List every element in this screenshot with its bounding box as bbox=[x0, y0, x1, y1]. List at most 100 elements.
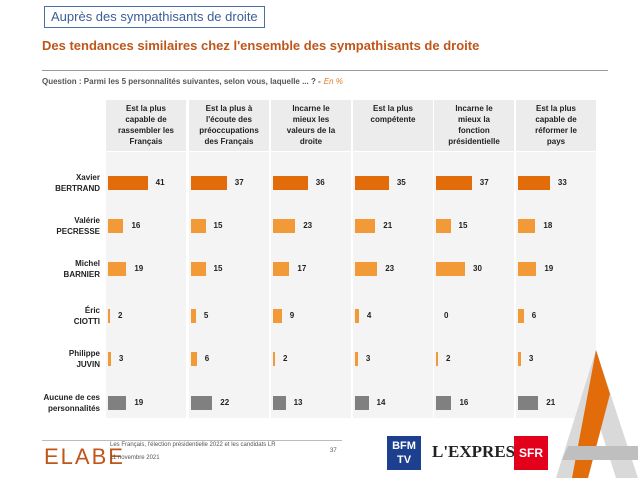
column-header-line: Incarne le bbox=[292, 104, 330, 113]
footer-source: Les Français, l'élection présidentielle … bbox=[110, 442, 276, 448]
data-label: 5 bbox=[203, 311, 209, 320]
data-label: 19 bbox=[134, 398, 144, 407]
data-label: 2 bbox=[283, 354, 288, 363]
data-label: 17 bbox=[297, 264, 307, 273]
data-label: 23 bbox=[303, 221, 313, 230]
data-bar bbox=[108, 309, 110, 323]
data-bar bbox=[518, 309, 524, 323]
data-label: 6 bbox=[531, 311, 537, 320]
column-header-line: capable de bbox=[125, 115, 167, 124]
column-header-line: Est la plus à bbox=[205, 104, 253, 113]
data-label: 37 bbox=[234, 178, 244, 187]
column-header-line: des Français bbox=[204, 137, 254, 146]
row-label: Michel BARNIER bbox=[34, 258, 100, 280]
data-bar bbox=[191, 219, 206, 233]
row-label-line: JUVIN bbox=[76, 360, 100, 369]
footer-date: 11 novembre 2021 bbox=[110, 455, 160, 461]
lexpress-logo: L'EXPRESS bbox=[432, 442, 525, 461]
data-bar bbox=[518, 396, 539, 410]
data-label: 30 bbox=[473, 264, 482, 273]
page-number: 37 bbox=[330, 448, 337, 454]
data-label: 3 bbox=[118, 354, 124, 363]
column-header: Incarne le mieux la fonction présidentielle bbox=[434, 100, 514, 151]
column-header: Est la plus à l'écoute des préoccupations d… bbox=[189, 100, 269, 151]
data-bar bbox=[273, 352, 275, 366]
column-header: Est la plus capable de réformer le pays bbox=[516, 100, 596, 151]
sfr-logo: SFR bbox=[514, 436, 548, 470]
column-header: Est la plus capable de rassembler les Franç… bbox=[106, 100, 186, 151]
data-label: 36 bbox=[315, 178, 325, 187]
row-label-line: Michel bbox=[75, 259, 100, 268]
data-label: 15 bbox=[213, 264, 223, 273]
column-header-line: Est la plus bbox=[535, 104, 576, 113]
data-bar bbox=[355, 352, 358, 366]
data-bar bbox=[273, 219, 296, 233]
data-bar bbox=[436, 352, 438, 366]
column-header: Est la plus compétente bbox=[353, 100, 433, 151]
column-header-line: fonction bbox=[458, 126, 490, 135]
data-bar bbox=[518, 262, 537, 276]
row-label-line: Xavier bbox=[75, 173, 100, 182]
data-label: 35 bbox=[396, 178, 406, 187]
data-bar bbox=[273, 396, 286, 410]
column-header-line: Français bbox=[129, 137, 163, 146]
data-bar bbox=[355, 309, 359, 323]
data-bar bbox=[191, 396, 213, 410]
question-unit: En % bbox=[323, 77, 343, 86]
column-background bbox=[516, 152, 596, 418]
data-label: 15 bbox=[213, 221, 223, 230]
decorative-a-logo bbox=[556, 350, 638, 478]
data-label: 3 bbox=[528, 354, 534, 363]
row-label-line: Philippe bbox=[68, 349, 100, 358]
column-header-line: valeurs de la bbox=[286, 126, 336, 135]
data-bar bbox=[191, 262, 206, 276]
row-label: Valérie PECRESSE bbox=[34, 215, 100, 237]
header-divider bbox=[42, 70, 608, 71]
data-bar bbox=[355, 396, 369, 410]
data-label: 15 bbox=[458, 221, 468, 230]
elabe-logo: ELABE bbox=[44, 444, 125, 469]
data-bar bbox=[273, 309, 282, 323]
column-header-line: l'écoute des bbox=[206, 115, 252, 124]
data-label: 19 bbox=[544, 264, 554, 273]
data-label: 16 bbox=[459, 398, 469, 407]
data-bar bbox=[191, 352, 197, 366]
data-bar bbox=[273, 262, 290, 276]
row-label-line: Aucune de ces bbox=[43, 393, 100, 402]
data-label: 14 bbox=[376, 398, 386, 407]
data-label: 4 bbox=[366, 311, 372, 320]
data-label: 21 bbox=[383, 221, 393, 230]
data-bar bbox=[518, 352, 521, 366]
data-bar bbox=[436, 176, 472, 190]
data-label: 41 bbox=[155, 178, 165, 187]
data-label: 6 bbox=[204, 354, 210, 363]
column-header-line: rassembler les bbox=[117, 126, 175, 135]
data-bar bbox=[191, 309, 196, 323]
column-background bbox=[271, 152, 351, 418]
column-background bbox=[106, 152, 186, 418]
footer-divider bbox=[42, 440, 342, 441]
data-bar bbox=[518, 176, 550, 190]
data-bar bbox=[436, 219, 451, 233]
data-label: 22 bbox=[220, 398, 230, 407]
column-header-line: mieux les bbox=[292, 115, 330, 124]
question-text: Question : Parmi les 5 personnalités sui… bbox=[42, 77, 321, 86]
column-header-line: pays bbox=[546, 137, 566, 146]
row-label-line: Valérie bbox=[74, 216, 100, 225]
data-bar bbox=[355, 219, 376, 233]
row-label: Aucune de ces personnalités bbox=[34, 392, 100, 414]
row-label: Philippe JUVIN bbox=[34, 348, 100, 370]
column-background bbox=[189, 152, 269, 418]
column-header-line: Est la plus bbox=[125, 104, 166, 113]
row-label-line: CIOTTI bbox=[73, 317, 100, 326]
column-header-line: Est la plus bbox=[372, 104, 413, 113]
section-tag: Auprès des sympathisants de droite bbox=[44, 6, 265, 28]
column-header-line: Incarne le bbox=[455, 104, 493, 113]
column-background bbox=[434, 152, 514, 418]
data-label: 16 bbox=[131, 221, 141, 230]
column-header-line: capable de bbox=[535, 115, 577, 124]
row-label-line: PECRESSE bbox=[56, 227, 100, 236]
page-headline: Des tendances similaires chez l'ensemble… bbox=[42, 38, 480, 53]
column-header-line: préoccupations bbox=[199, 126, 259, 135]
data-bar bbox=[108, 262, 127, 276]
